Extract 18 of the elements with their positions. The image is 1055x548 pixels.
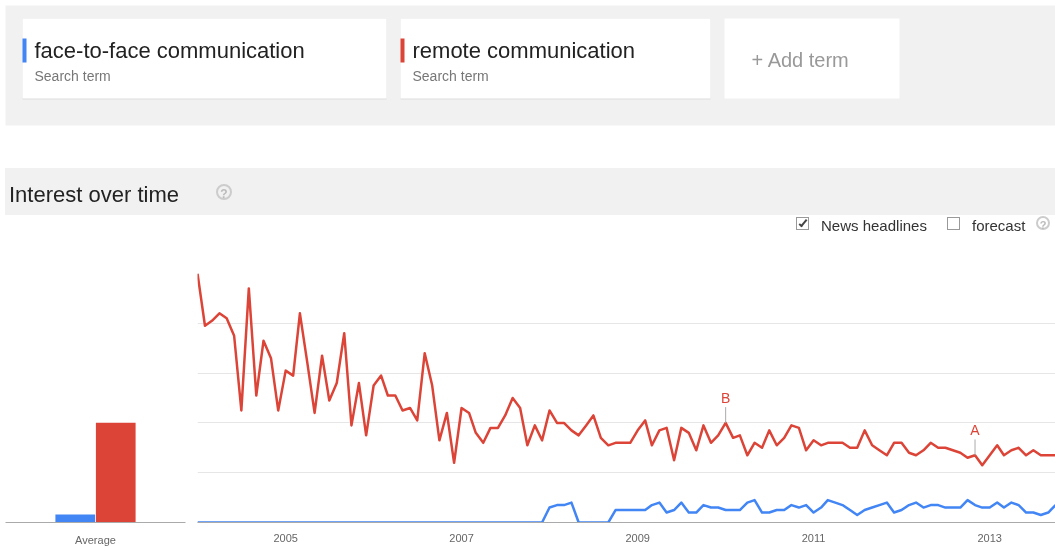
- x-tick-label: 2011: [801, 531, 826, 544]
- text: Search term: [412, 67, 489, 84]
- x-tick-label: 2009: [625, 531, 650, 544]
- legend-label: remote communication: [412, 38, 636, 63]
- annotation: A: [970, 422, 981, 439]
- text: ?: [1036, 216, 1050, 231]
- x-tick-label: 2013: [977, 531, 1002, 544]
- text: forecast: [972, 216, 1026, 236]
- text: Search term: [34, 67, 111, 84]
- x-tick-label: 2007: [449, 531, 474, 544]
- text: News headlines: [821, 216, 927, 236]
- annotation: B: [720, 390, 731, 407]
- text: ?: [216, 184, 232, 201]
- text: + Add term: [751, 48, 849, 71]
- legend-label: face-to-face communication: [34, 38, 305, 63]
- x-tick-label: 2005: [273, 531, 298, 544]
- chart-title: Interest over time: [9, 181, 179, 209]
- x-tick-label: Average: [75, 533, 116, 546]
